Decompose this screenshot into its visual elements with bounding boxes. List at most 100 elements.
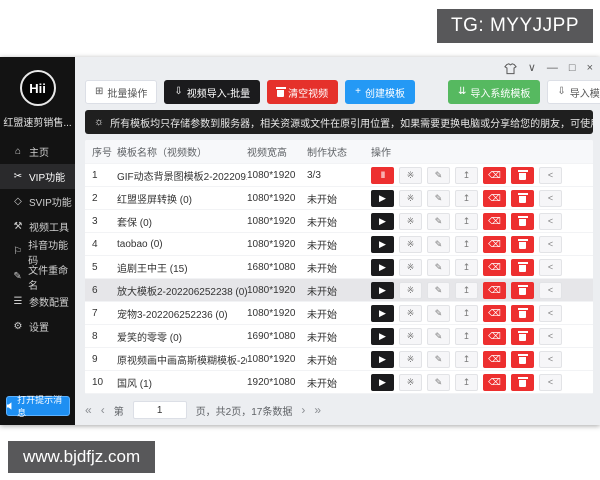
play-button[interactable]: ▶ — [371, 327, 394, 345]
edit-button[interactable]: ✎ — [427, 373, 450, 391]
share-button[interactable]: < — [539, 258, 562, 276]
import-template-button[interactable]: ⇩ 导入模板 — [547, 80, 600, 104]
export-button[interactable]: ↥ — [455, 304, 478, 322]
delete-button[interactable] — [511, 166, 534, 184]
clear-videos-button[interactable]: 清空视频 — [267, 80, 339, 104]
preview-button[interactable]: ※ — [399, 212, 422, 230]
clear-button[interactable]: ⌫ — [483, 258, 506, 276]
delete-button[interactable] — [511, 373, 534, 391]
clear-button[interactable]: ⌫ — [483, 212, 506, 230]
clear-button[interactable]: ⌫ — [483, 166, 506, 184]
preview-button[interactable]: ※ — [399, 189, 422, 207]
theme-skin-icon[interactable] — [504, 62, 517, 75]
table-row[interactable]: 6 放大模板2-202206252238 (0) 1080*1920 未开始 ▶… — [85, 279, 593, 302]
share-button[interactable]: < — [539, 350, 562, 368]
next-page-button[interactable]: › — [301, 403, 306, 417]
sidebar-item-vip[interactable]: ✂ VIP功能 — [0, 164, 75, 189]
export-button[interactable]: ↥ — [455, 281, 478, 299]
share-button[interactable]: < — [539, 189, 562, 207]
play-button[interactable]: ▶ — [371, 281, 394, 299]
table-row[interactable]: 8 爱笑的零零 (0) 1690*1080 未开始 ▶ ※ ✎ ↥ ⌫ < — [85, 325, 593, 348]
play-button[interactable]: ▶ — [371, 304, 394, 322]
play-button[interactable]: ▶ — [371, 373, 394, 391]
export-button[interactable]: ↥ — [455, 235, 478, 253]
edit-button[interactable]: ✎ — [427, 235, 450, 253]
edit-button[interactable]: ✎ — [427, 304, 450, 322]
preview-button[interactable]: ※ — [399, 166, 422, 184]
play-button[interactable]: ▶ — [371, 212, 394, 230]
play-button[interactable]: ▶ — [371, 258, 394, 276]
first-page-button[interactable]: « — [85, 403, 92, 417]
sidebar-item-video-tools[interactable]: ⚒ 视频工具 — [0, 214, 75, 239]
table-row[interactable]: 9 原视频画中画高斯模糊模板-202206212141 1080*1920 未开… — [85, 348, 593, 371]
import-system-template-button[interactable]: ⇊ 导入系统模板 — [447, 80, 541, 104]
create-template-button[interactable]: + 创建模板 — [345, 80, 415, 104]
minimize-button[interactable]: — — [546, 62, 558, 74]
preview-button[interactable]: ※ — [399, 258, 422, 276]
batch-operations-button[interactable]: ⊞ 批量操作 — [85, 80, 158, 104]
preview-button[interactable]: ※ — [399, 373, 422, 391]
preview-button[interactable]: ※ — [399, 304, 422, 322]
export-button[interactable]: ↥ — [455, 373, 478, 391]
delete-button[interactable] — [511, 350, 534, 368]
export-button[interactable]: ↥ — [455, 212, 478, 230]
delete-button[interactable] — [511, 212, 534, 230]
delete-button[interactable] — [511, 235, 534, 253]
table-row[interactable]: 5 追剧王中王 (15) 1680*1080 未开始 ▶ ※ ✎ ↥ ⌫ < — [85, 256, 593, 279]
delete-button[interactable] — [511, 304, 534, 322]
edit-button[interactable]: ✎ — [427, 258, 450, 276]
export-button[interactable]: ↥ — [455, 189, 478, 207]
clear-button[interactable]: ⌫ — [483, 189, 506, 207]
export-button[interactable]: ↥ — [455, 327, 478, 345]
chevron-down-icon[interactable]: ∨ — [527, 62, 536, 74]
share-button[interactable]: < — [539, 212, 562, 230]
preview-button[interactable]: ※ — [399, 350, 422, 368]
share-button[interactable]: < — [539, 304, 562, 322]
edit-button[interactable]: ✎ — [427, 350, 450, 368]
video-import-batch-button[interactable]: ⇩ 视频导入-批量 — [164, 80, 261, 104]
clear-button[interactable]: ⌫ — [483, 327, 506, 345]
edit-button[interactable]: ✎ — [427, 281, 450, 299]
edit-button[interactable]: ✎ — [427, 327, 450, 345]
export-button[interactable]: ↥ — [455, 258, 478, 276]
share-button[interactable]: < — [539, 235, 562, 253]
delete-button[interactable] — [511, 281, 534, 299]
delete-button[interactable] — [511, 189, 534, 207]
page-number-input[interactable] — [132, 401, 187, 419]
clear-button[interactable]: ⌫ — [483, 304, 506, 322]
table-row[interactable]: 10 国风 (1) 1920*1080 未开始 ▶ ※ ✎ ↥ ⌫ < — [85, 371, 593, 394]
export-button[interactable]: ↥ — [455, 350, 478, 368]
share-button[interactable]: < — [539, 281, 562, 299]
clear-button[interactable]: ⌫ — [483, 350, 506, 368]
clear-button[interactable]: ⌫ — [483, 281, 506, 299]
last-page-button[interactable]: » — [314, 403, 322, 417]
sidebar-item-home[interactable]: ⌂ 主页 — [0, 139, 75, 164]
share-button[interactable]: < — [539, 166, 562, 184]
preview-button[interactable]: ※ — [399, 235, 422, 253]
table-row[interactable]: 1 GIF动态背景图模板2-202209191546 (3) 1080*1920… — [85, 164, 593, 187]
export-button[interactable]: ↥ — [455, 166, 478, 184]
maximize-button[interactable]: □ — [568, 62, 576, 74]
clear-button[interactable]: ⌫ — [483, 235, 506, 253]
table-row[interactable]: 4 taobao (0) 1080*1920 未开始 ▶ ※ ✎ ↥ ⌫ < — [85, 233, 593, 256]
edit-button[interactable]: ✎ — [427, 212, 450, 230]
table-row[interactable]: 7 宠物3-202206252236 (0) 1080*1920 未开始 ▶ ※… — [85, 302, 593, 325]
delete-button[interactable] — [511, 258, 534, 276]
preview-button[interactable]: ※ — [399, 327, 422, 345]
pause-button[interactable]: ‖ — [371, 166, 394, 184]
play-button[interactable]: ▶ — [371, 189, 394, 207]
edit-button[interactable]: ✎ — [427, 166, 450, 184]
clear-button[interactable]: ⌫ — [483, 373, 506, 391]
sidebar-item-douyin-code[interactable]: ⚐ 抖音功能码 — [0, 239, 75, 267]
preview-button[interactable]: ※ — [399, 281, 422, 299]
table-row[interactable]: 2 红盟竖屏转换 (0) 1080*1920 未开始 ▶ ※ ✎ ↥ ⌫ < — [85, 187, 593, 210]
close-button[interactable]: × — [586, 62, 593, 74]
open-message-button[interactable]: 打开提示消息 — [5, 395, 70, 418]
delete-button[interactable] — [511, 327, 534, 345]
edit-button[interactable]: ✎ — [427, 189, 450, 207]
sidebar-item-file-rename[interactable]: ✎ 文件重命名 — [0, 264, 75, 292]
play-button[interactable]: ▶ — [371, 235, 394, 253]
play-button[interactable]: ▶ — [371, 350, 394, 368]
sidebar-item-svip[interactable]: ◇ SVIP功能 — [0, 189, 75, 214]
sidebar-item-params[interactable]: ☰ 参数配置 — [0, 289, 75, 314]
